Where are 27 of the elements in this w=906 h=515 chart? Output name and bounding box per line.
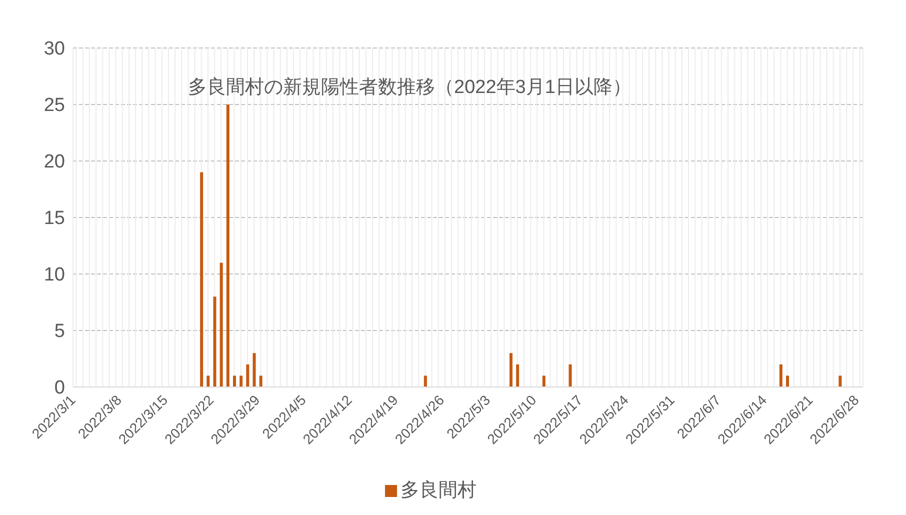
y-tick-label: 5 bbox=[54, 321, 65, 342]
bar bbox=[246, 364, 250, 387]
bar bbox=[226, 104, 230, 387]
bar bbox=[516, 364, 520, 387]
bar bbox=[424, 376, 427, 387]
y-tick-label: 10 bbox=[44, 264, 65, 286]
bar bbox=[838, 376, 842, 387]
y-tick-label: 0 bbox=[54, 378, 65, 399]
y-tick-label: 25 bbox=[44, 95, 65, 116]
text: 多良間村の新規陽性者数推移（2022年3月1日以降） bbox=[188, 76, 632, 100]
bar bbox=[510, 353, 512, 387]
bar bbox=[779, 364, 782, 387]
bar bbox=[259, 376, 262, 387]
y-tick-label: 15 bbox=[44, 208, 65, 230]
bar bbox=[252, 353, 256, 387]
bar bbox=[213, 296, 216, 387]
bar bbox=[542, 376, 546, 387]
bar bbox=[240, 376, 243, 387]
bar bbox=[233, 376, 236, 387]
bar bbox=[220, 262, 223, 387]
legend-label: 多良間村 bbox=[400, 480, 476, 501]
bar bbox=[786, 376, 789, 387]
bar bbox=[568, 364, 572, 387]
y-tick-label: 30 bbox=[44, 38, 65, 60]
y-tick-label: 20 bbox=[44, 152, 65, 173]
bar bbox=[206, 376, 210, 387]
bar bbox=[200, 172, 204, 387]
